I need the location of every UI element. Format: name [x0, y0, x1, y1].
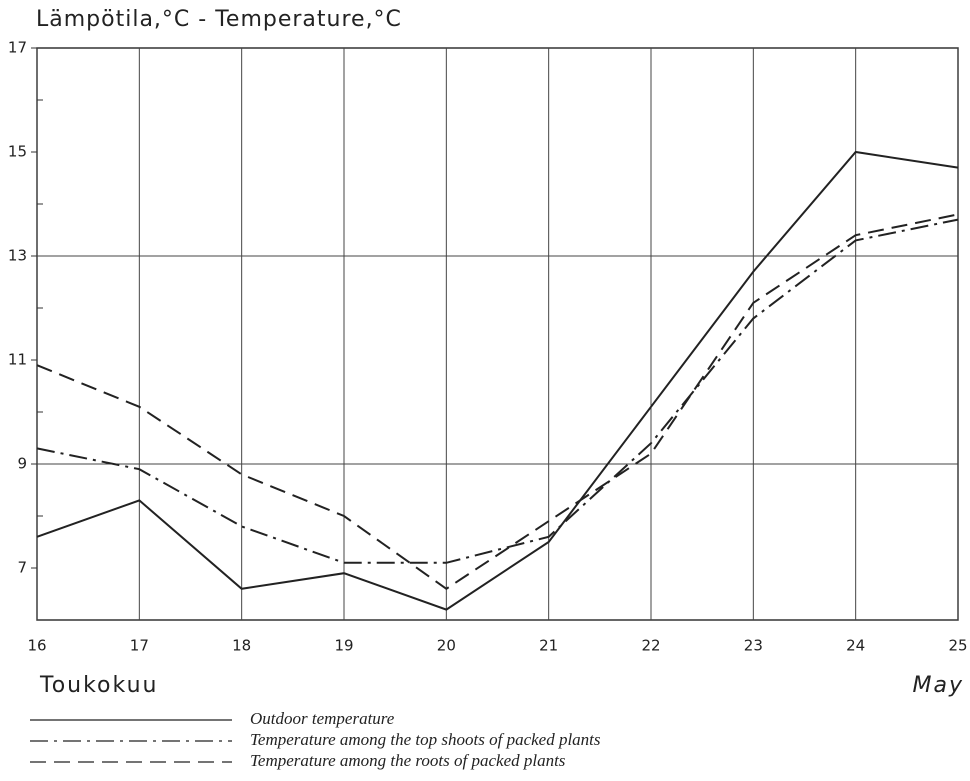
x-tick-label: 17: [130, 637, 149, 655]
y-tick-label: 15: [8, 143, 27, 161]
x-tick-label: 16: [27, 637, 46, 655]
y-tick-label: 11: [8, 351, 27, 369]
x-tick-label: 23: [744, 637, 763, 655]
y-tick-label: 9: [17, 455, 27, 473]
x-tick-label: 25: [948, 637, 967, 655]
chart-title: Lämpötila,°C - Temperature,°C: [36, 7, 402, 32]
x-annotation: May: [913, 673, 964, 698]
legend-label: Outdoor temperature: [250, 709, 395, 728]
plot-frame: [36, 47, 959, 621]
series-line: [36, 213, 959, 591]
x-tick-label: 18: [232, 637, 251, 655]
legend-label: Temperature among the top shoots of pack…: [250, 730, 601, 749]
x-tick-label: 22: [641, 637, 660, 655]
y-tick-label: 13: [8, 247, 27, 265]
x-tick-label: 19: [334, 637, 353, 655]
legend-label: Temperature among the roots of packed pl…: [250, 751, 566, 770]
y-tick-label: 7: [17, 559, 27, 577]
x-tick-label: 20: [437, 637, 456, 655]
y-tick-label: 17: [8, 39, 27, 57]
x-tick-label: 24: [846, 637, 865, 655]
x-annotation: Toukokuu: [39, 673, 158, 698]
series-line: [36, 150, 959, 611]
series-line: [36, 218, 959, 564]
x-tick-label: 21: [539, 637, 558, 655]
